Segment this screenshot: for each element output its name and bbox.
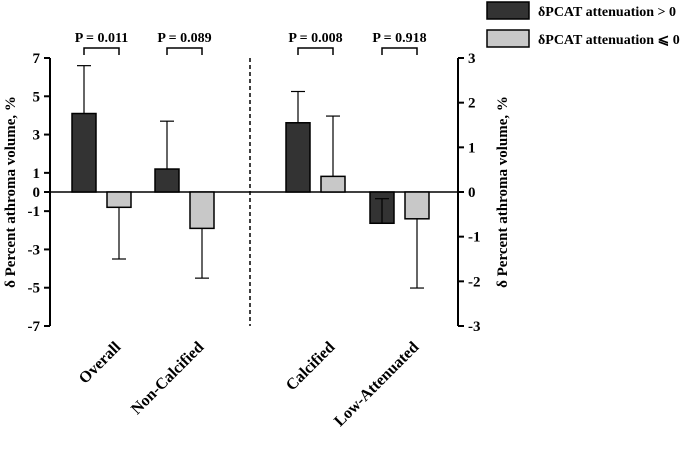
x-tick-label: Calcified [283, 339, 338, 394]
left-axis-tick-label: -5 [28, 281, 41, 297]
legend-swatch-series-1 [486, 1, 530, 20]
x-tick-label: Non-Calcified [128, 339, 207, 418]
left-axis-tick-label: -7 [28, 319, 41, 335]
right-axis-tick-label: -1 [468, 230, 481, 246]
bar-non-calcified-series-2 [189, 191, 215, 230]
p-value-label: P = 0.918 [372, 31, 426, 46]
bars-layer [71, 65, 430, 289]
p-value-label: P = 0.089 [157, 31, 211, 46]
legend: δPCAT attenuation > 0 δPCAT attenuation ⩽… [486, 1, 680, 48]
left-axis-tick-label: -1 [28, 204, 41, 220]
annotations-layer: P = 0.011 P = 0.089 P = 0.008 P = 0.918 [75, 31, 427, 55]
x-tick-label: Low-Attenuated [331, 339, 422, 430]
significance-bracket [83, 47, 120, 55]
left-axis-tick-label: 3 [33, 128, 41, 144]
left-axis-tick-label: -3 [28, 242, 41, 258]
left-axis-title: δ Percent athroma volume, % [3, 96, 19, 288]
bar-overall-series-2 [106, 191, 132, 209]
right-axis-tick-label: 1 [468, 140, 476, 156]
left-axis-tick-label: 0 [33, 185, 41, 201]
significance-bracket [166, 47, 203, 55]
right-axis-tick-label: 0 [468, 185, 476, 201]
significance-bracket [381, 47, 418, 55]
significance-bracket [297, 47, 334, 55]
bar-calcified-series-1 [285, 122, 311, 193]
bar-overall-series-1 [71, 112, 97, 193]
legend-label-series-2: δPCAT attenuation ⩽ 0 [538, 33, 680, 48]
right-axis-tick-label: -3 [468, 319, 481, 335]
p-value-label: P = 0.008 [288, 31, 342, 46]
right-axis-tick-label: 2 [468, 96, 476, 112]
left-axis-tick-label: 1 [33, 166, 41, 182]
right-axis-tick-label: -2 [468, 274, 481, 290]
x-tick-label: Overall [76, 338, 125, 387]
p-value-label: P = 0.011 [75, 31, 128, 46]
right-axis-title: δ Percent athroma volume, % [495, 96, 511, 288]
left-axis-tick-label: 5 [33, 89, 41, 105]
bar-non-calcified-series-1 [154, 168, 180, 193]
bar-low-attenuated-series-2 [404, 191, 430, 220]
legend-swatch-series-2 [486, 29, 530, 48]
left-axis-tick-label: 7 [33, 51, 41, 67]
bar-calcified-series-2 [320, 175, 346, 193]
right-axis-tick-label: 3 [468, 51, 476, 67]
axes-layer: 7 5 3 1 0 -1 -3 -5 -7 3 2 1 0 -1 -2 -3 δ Percent athroma… [3, 51, 511, 430]
legend-label-series-1: δPCAT attenuation > 0 [538, 5, 676, 20]
